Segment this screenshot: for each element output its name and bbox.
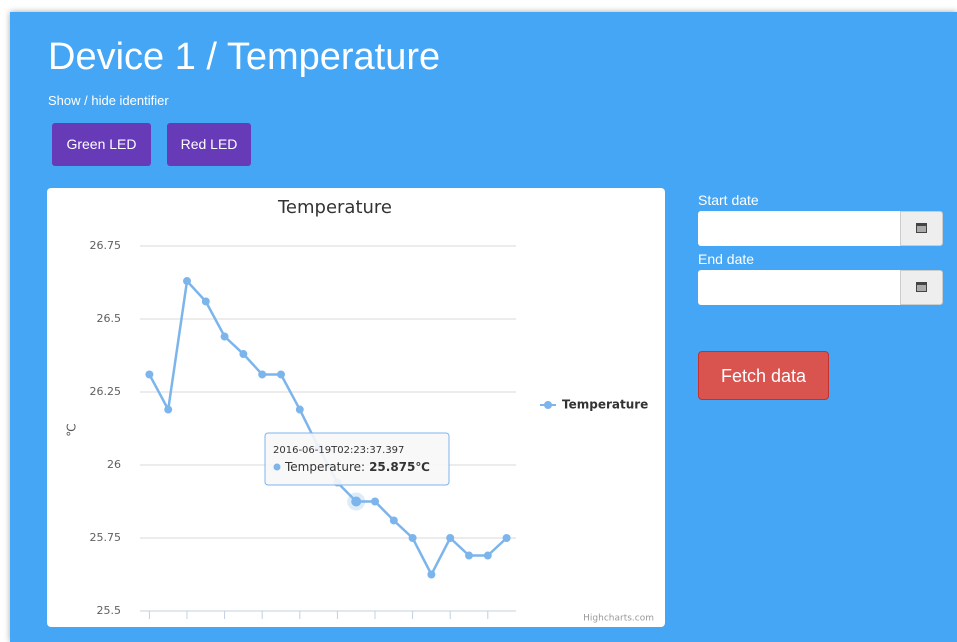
tooltip-value: 25.875℃ xyxy=(369,460,430,474)
y-tick-label: 26.25 xyxy=(90,385,122,398)
data-point xyxy=(408,534,417,542)
chart-panel: Temperature ℃ Highcharts.com 25.5 25.75 26… xyxy=(47,188,665,627)
chart-title: Temperature xyxy=(277,197,392,218)
data-point xyxy=(220,332,229,341)
data-point xyxy=(446,534,455,542)
end-date-label: End date xyxy=(698,251,755,267)
legend-entry: Temperature xyxy=(562,398,648,412)
series-line xyxy=(148,278,508,578)
y-tick-label: 25.5 xyxy=(97,604,122,617)
start-date-label: Start date xyxy=(698,192,759,208)
y-axis-label: ℃ xyxy=(65,423,79,436)
y-tick-label: 26.5 xyxy=(97,312,122,325)
tooltip-box xyxy=(264,432,450,486)
toggle-link[interactable]: Show / hide identifier xyxy=(48,93,169,108)
green-led-button[interactable]: Green LED xyxy=(52,123,151,166)
end-date-input[interactable] xyxy=(698,270,900,305)
legend-symbol xyxy=(544,401,552,409)
red-led-button[interactable]: Red LED xyxy=(167,123,251,166)
data-point xyxy=(258,370,267,379)
data-point xyxy=(164,405,173,414)
tooltip-text: Temperature: 25.875℃ xyxy=(284,460,430,474)
tooltip-x: 2016-06-19T02:23:37.397 xyxy=(273,445,404,456)
data-point xyxy=(465,551,473,560)
data-point xyxy=(277,370,285,379)
data-point xyxy=(145,370,154,379)
y-tick-label: 25.75 xyxy=(90,531,122,544)
credits[interactable]: Highcharts.com xyxy=(583,614,654,624)
chart: Temperature ℃ Highcharts.com 25.5 25.75 26… xyxy=(65,197,655,624)
tooltip-symbol xyxy=(273,463,281,471)
data-point xyxy=(371,497,379,506)
start-date-input[interactable] xyxy=(698,211,900,246)
calendar-icon xyxy=(916,223,927,233)
fetch-button[interactable]: Fetch data xyxy=(698,351,829,400)
page: Device 1 / Temperature Show / hide ident… xyxy=(10,12,957,642)
data-point xyxy=(483,551,492,560)
tooltip-label: Temperature: xyxy=(284,460,365,474)
data-point xyxy=(389,516,398,525)
y-tick-label: 26.75 xyxy=(90,239,122,252)
calendar-icon xyxy=(916,282,927,292)
data-point xyxy=(201,297,210,306)
data-point xyxy=(427,570,436,579)
data-point xyxy=(502,534,511,542)
data-point xyxy=(183,277,191,286)
data-point xyxy=(295,405,304,414)
calendar-button[interactable] xyxy=(900,270,943,305)
data-point xyxy=(239,350,248,359)
page-title: Device 1 / Temperature xyxy=(48,36,441,78)
y-tick-label: 26 xyxy=(107,458,121,471)
hover-point xyxy=(351,496,362,507)
calendar-button[interactable] xyxy=(900,211,943,246)
tooltip: 2016-06-19T02:23:37.397 Temperature: 25.87… xyxy=(264,432,450,486)
